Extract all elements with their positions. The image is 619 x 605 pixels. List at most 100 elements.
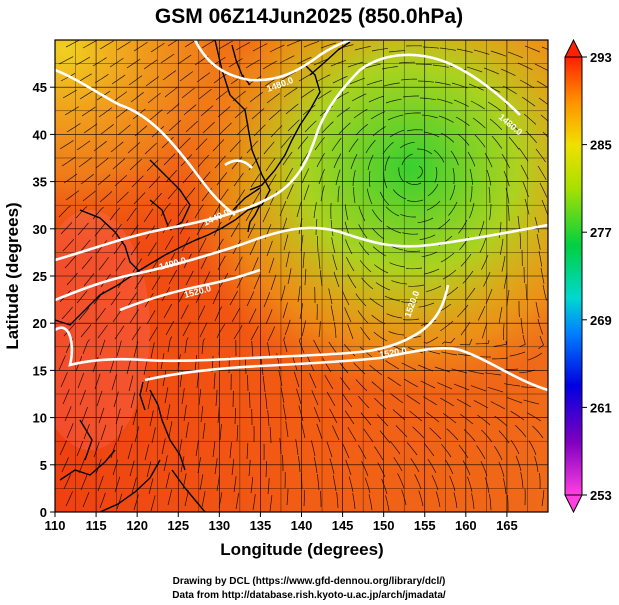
streamline bbox=[233, 172, 244, 187]
streamline bbox=[184, 187, 196, 201]
streamline bbox=[299, 337, 305, 354]
streamline bbox=[416, 63, 433, 66]
streamline bbox=[60, 372, 68, 388]
streamline bbox=[507, 204, 510, 221]
streamline bbox=[218, 40, 233, 50]
streamline bbox=[318, 253, 321, 270]
streamline bbox=[503, 272, 508, 289]
streamline bbox=[130, 392, 136, 409]
streamline bbox=[58, 205, 71, 218]
streamline bbox=[406, 267, 423, 270]
streamline bbox=[177, 54, 192, 65]
streamline bbox=[219, 122, 232, 135]
streamline bbox=[358, 395, 370, 409]
streamline bbox=[350, 154, 358, 170]
streamline bbox=[345, 459, 352, 476]
streamline bbox=[514, 424, 527, 438]
streamline bbox=[363, 428, 374, 443]
streamline bbox=[113, 391, 119, 408]
streamline bbox=[144, 142, 157, 155]
streamline bbox=[131, 326, 141, 341]
streamline bbox=[422, 46, 440, 49]
streamline bbox=[270, 125, 283, 138]
streamline bbox=[148, 327, 158, 342]
streamline bbox=[143, 208, 154, 223]
streamline bbox=[198, 389, 202, 406]
streamline bbox=[385, 98, 402, 104]
streamline bbox=[426, 285, 442, 293]
streamline bbox=[196, 220, 205, 236]
streamline bbox=[518, 147, 529, 162]
streamline bbox=[99, 339, 106, 356]
streamline bbox=[304, 120, 317, 133]
streamline bbox=[404, 112, 421, 115]
streamline bbox=[80, 324, 92, 338]
streamline bbox=[427, 183, 439, 197]
streamline bbox=[126, 358, 132, 375]
streamline bbox=[398, 167, 405, 183]
streamline bbox=[436, 98, 453, 104]
streamline bbox=[359, 260, 372, 273]
streamline bbox=[429, 427, 442, 440]
streamline bbox=[283, 234, 289, 251]
streamline bbox=[265, 393, 268, 410]
streamline bbox=[229, 442, 232, 459]
streamline bbox=[406, 394, 421, 405]
x-tick-label: 160 bbox=[455, 518, 477, 533]
streamline bbox=[366, 79, 383, 86]
streamline bbox=[388, 331, 405, 336]
streamline bbox=[487, 386, 504, 393]
chart-title: GSM 06Z14Jun2025 (850.0hPa) bbox=[155, 5, 463, 28]
x-tick-label: 125 bbox=[167, 518, 189, 533]
streamline bbox=[467, 476, 473, 493]
x-axis-label: Longitude (degrees) bbox=[220, 540, 383, 559]
streamline bbox=[389, 393, 404, 404]
streamline bbox=[97, 324, 108, 339]
y-tick-label: 20 bbox=[33, 316, 47, 331]
streamline bbox=[330, 220, 334, 237]
streamline bbox=[65, 491, 73, 507]
streamline bbox=[371, 314, 386, 325]
streamline bbox=[358, 224, 368, 239]
streamline bbox=[460, 414, 474, 425]
streamline bbox=[321, 121, 334, 134]
streamline bbox=[389, 129, 405, 138]
streamline bbox=[403, 318, 420, 321]
streamline bbox=[503, 323, 505, 340]
streamline bbox=[398, 61, 415, 64]
streamline bbox=[97, 174, 111, 186]
streamline bbox=[371, 209, 383, 223]
streamline bbox=[79, 389, 86, 406]
streamline bbox=[128, 75, 143, 86]
streamline bbox=[489, 118, 503, 130]
streamline bbox=[346, 256, 355, 272]
streamline bbox=[133, 42, 148, 52]
streamline bbox=[347, 61, 364, 68]
streamline bbox=[393, 189, 407, 200]
streamline bbox=[401, 301, 418, 303]
streamline bbox=[316, 423, 323, 440]
streamline bbox=[334, 91, 349, 101]
streamline bbox=[489, 203, 492, 220]
streamline bbox=[483, 271, 491, 287]
streamline bbox=[249, 391, 251, 409]
streamline bbox=[326, 441, 333, 458]
streamline bbox=[484, 477, 490, 494]
streamline bbox=[352, 493, 356, 510]
streamline bbox=[162, 70, 177, 81]
streamline bbox=[470, 385, 487, 392]
streamline bbox=[182, 321, 191, 337]
streamline bbox=[387, 376, 402, 387]
streamline bbox=[147, 92, 161, 104]
streamline bbox=[250, 325, 259, 341]
streamline bbox=[311, 390, 319, 406]
streamline bbox=[202, 271, 211, 287]
x-axis-ticks: 110 115 120 125 130 135 140 145 150 155 160 165 bbox=[45, 512, 518, 533]
streamline bbox=[344, 204, 349, 221]
streamline bbox=[234, 408, 236, 425]
colorbar-tick-label: 277 bbox=[590, 225, 612, 240]
streamline bbox=[348, 138, 359, 153]
streamline bbox=[313, 202, 317, 219]
streamline bbox=[269, 495, 273, 512]
